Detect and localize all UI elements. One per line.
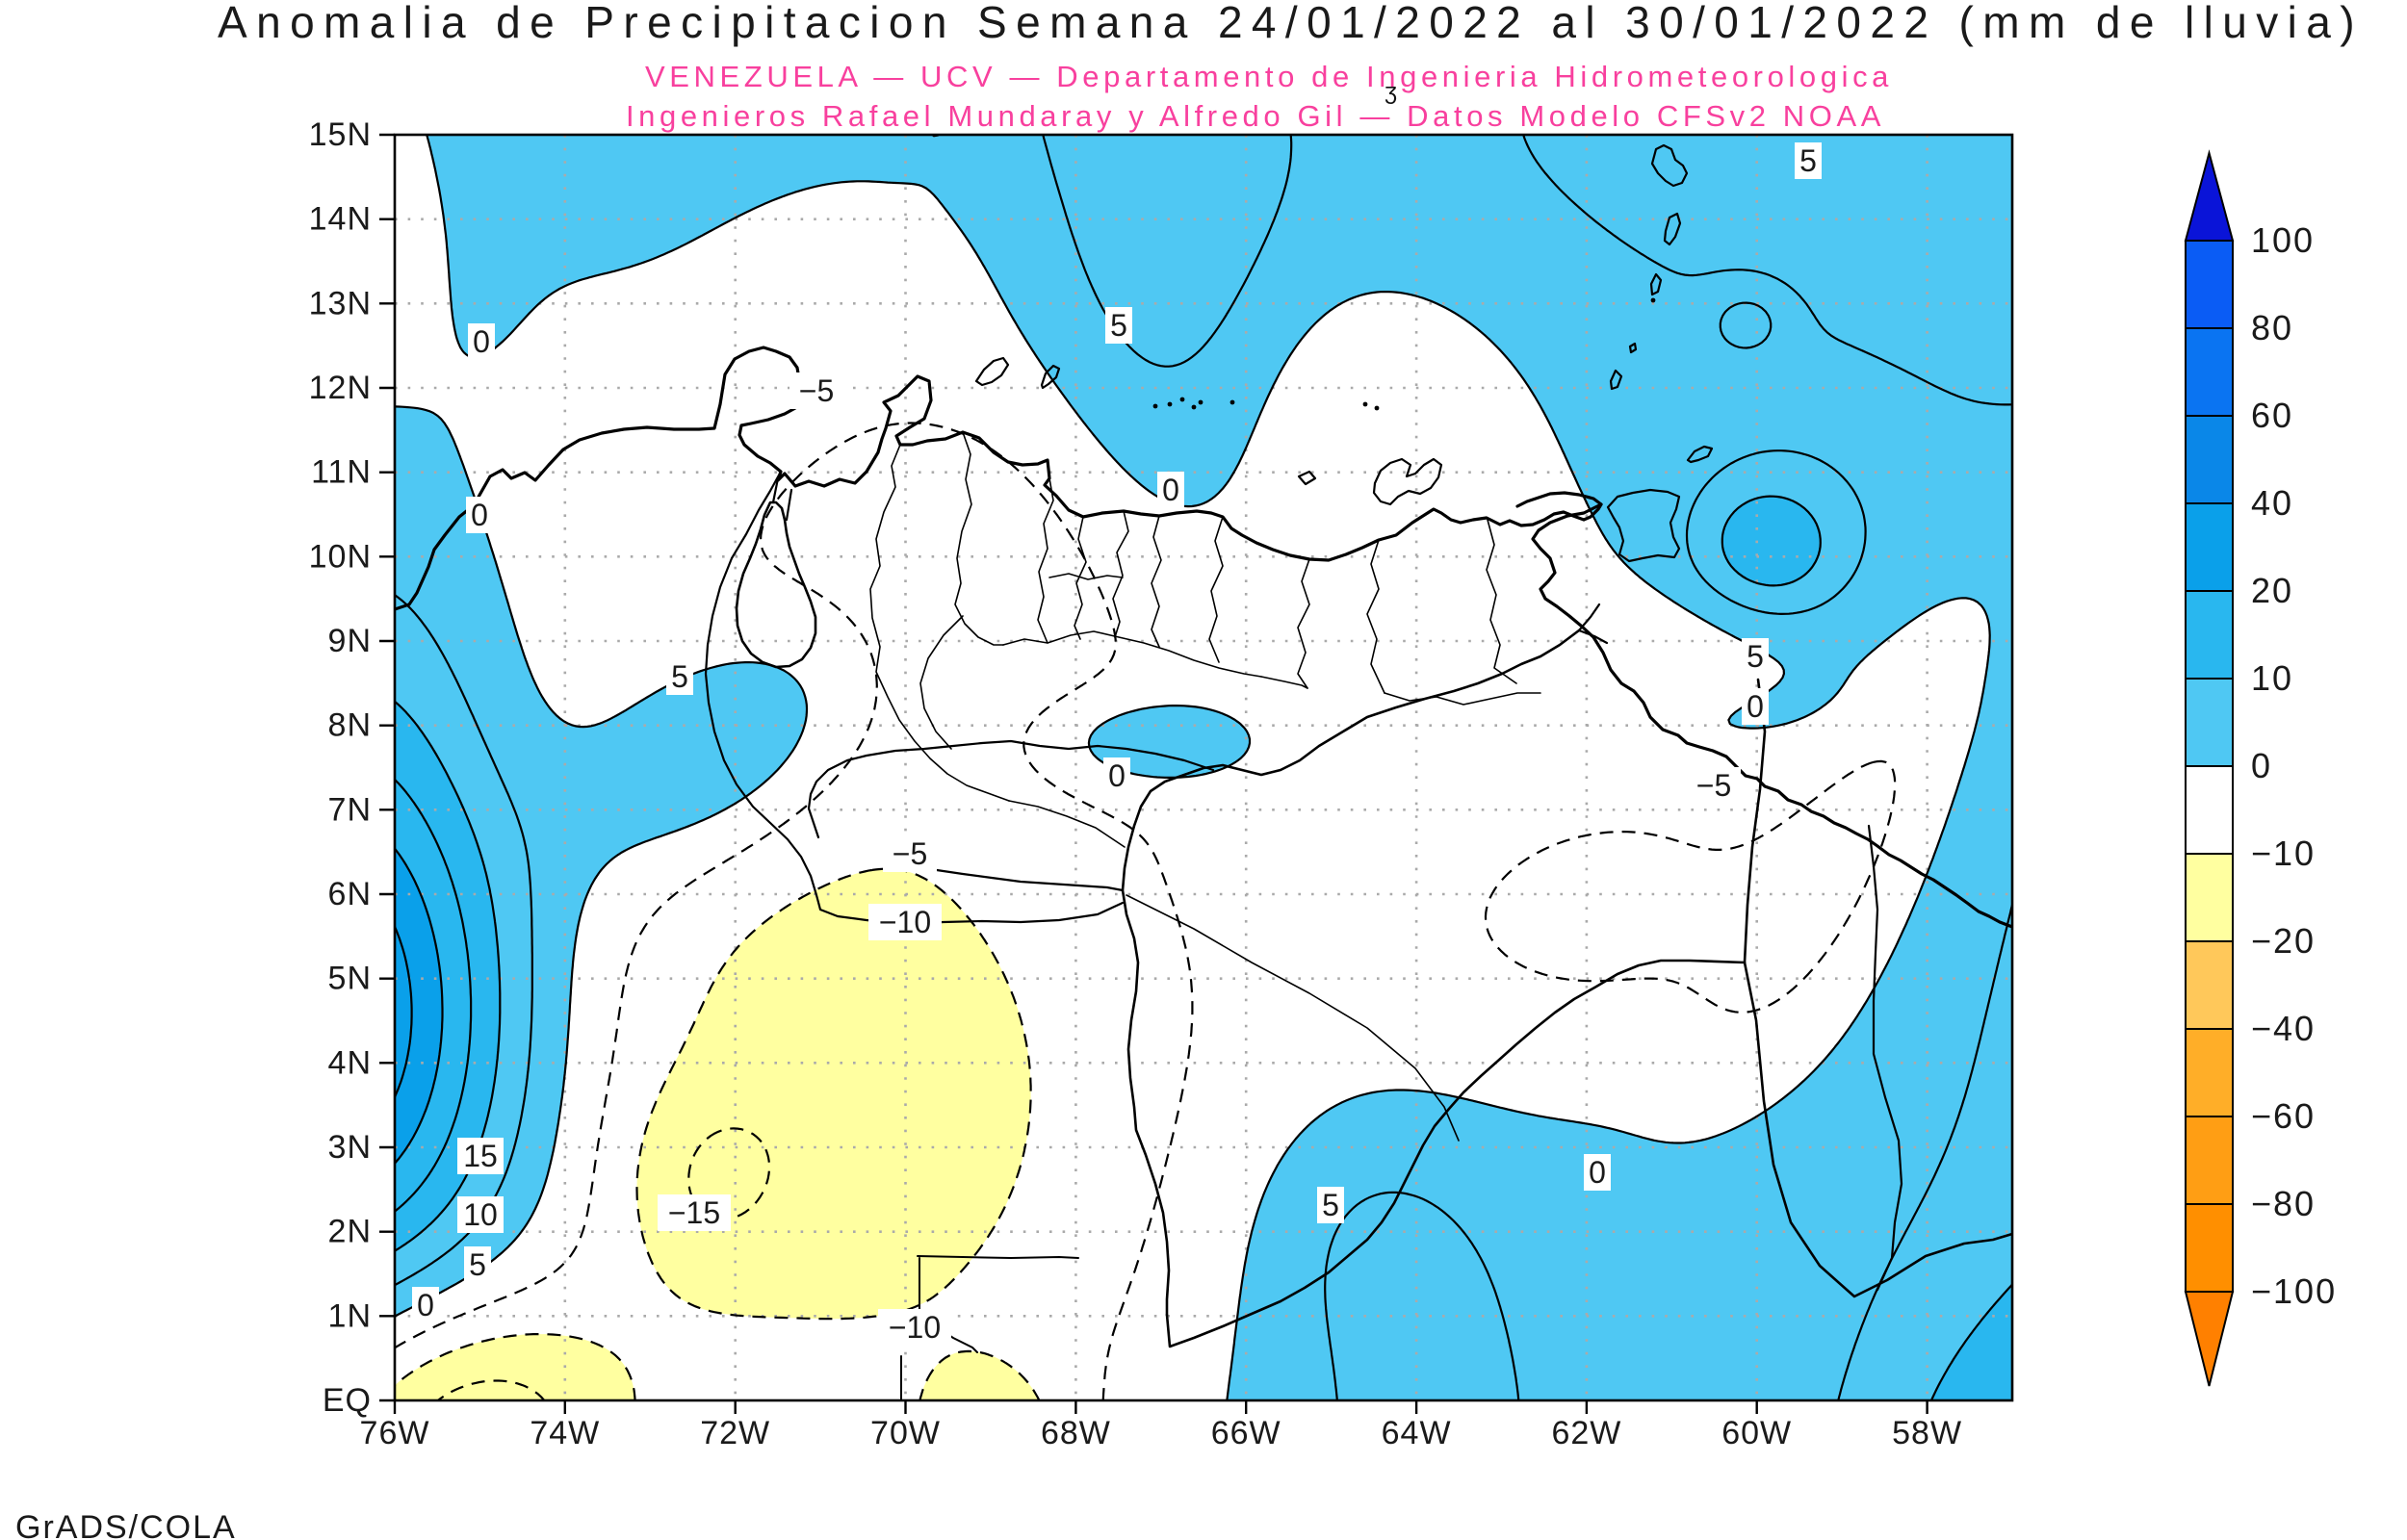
svg-text:0: 0 (2251, 746, 2272, 785)
svg-text:15N: 15N (309, 116, 372, 153)
svg-text:4N: 4N (328, 1044, 372, 1081)
svg-text:100: 100 (2251, 220, 2315, 260)
svg-text:0: 0 (1162, 473, 1179, 507)
svg-text:−5: −5 (799, 373, 834, 408)
svg-text:20: 20 (2251, 571, 2293, 610)
svg-text:10: 10 (2251, 658, 2293, 698)
svg-text:76W: 76W (360, 1415, 430, 1451)
svg-text:−60: −60 (2251, 1096, 2316, 1136)
svg-text:0: 0 (1589, 1155, 1606, 1190)
svg-text:−5: −5 (1696, 768, 1731, 803)
svg-text:0: 0 (417, 1288, 434, 1322)
svg-text:0: 0 (471, 498, 488, 532)
svg-text:58W: 58W (1892, 1415, 1962, 1451)
svg-text:0: 0 (1108, 758, 1126, 793)
svg-text:9N: 9N (328, 623, 372, 659)
svg-text:2N: 2N (328, 1214, 372, 1250)
svg-text:1N: 1N (328, 1297, 372, 1334)
svg-text:5: 5 (469, 1247, 486, 1282)
svg-text:40: 40 (2251, 483, 2293, 523)
svg-text:11N: 11N (311, 454, 372, 491)
svg-text:70W: 70W (870, 1415, 941, 1451)
svg-text:80: 80 (2251, 308, 2293, 347)
svg-text:15: 15 (463, 1139, 498, 1173)
svg-text:62W: 62W (1551, 1415, 1621, 1451)
svg-text:−10: −10 (2251, 834, 2316, 873)
svg-text:60W: 60W (1721, 1415, 1792, 1451)
svg-text:13N: 13N (309, 285, 372, 321)
svg-text:60: 60 (2251, 396, 2293, 435)
svg-text:5: 5 (1799, 143, 1817, 178)
svg-text:12N: 12N (309, 370, 372, 406)
svg-text:7N: 7N (328, 791, 372, 828)
svg-text:−10: −10 (889, 1310, 941, 1345)
svg-text:EQ: EQ (323, 1382, 372, 1419)
svg-text:66W: 66W (1211, 1415, 1281, 1451)
svg-text:74W: 74W (530, 1415, 600, 1451)
svg-text:5: 5 (1110, 308, 1127, 343)
svg-text:−10: −10 (879, 905, 931, 939)
svg-text:5: 5 (1322, 1188, 1339, 1222)
svg-text:−100: −100 (2251, 1271, 2337, 1311)
svg-text:10: 10 (463, 1197, 498, 1232)
svg-text:5N: 5N (328, 961, 372, 997)
svg-text:72W: 72W (700, 1415, 770, 1451)
svg-text:5: 5 (671, 659, 688, 694)
svg-text:8N: 8N (328, 707, 372, 744)
svg-text:−40: −40 (2251, 1009, 2316, 1048)
svg-text:−20: −20 (2251, 921, 2316, 961)
svg-text:68W: 68W (1041, 1415, 1111, 1451)
svg-text:64W: 64W (1382, 1415, 1452, 1451)
svg-text:0: 0 (473, 324, 490, 359)
svg-text:−80: −80 (2251, 1184, 2316, 1223)
svg-text:6N: 6N (328, 876, 372, 912)
svg-text:−5: −5 (893, 836, 927, 871)
svg-text:−15: −15 (668, 1195, 720, 1230)
svg-text:10N: 10N (309, 538, 372, 575)
svg-text:14N: 14N (309, 201, 372, 238)
svg-text:0: 0 (1747, 689, 1764, 724)
svg-text:5: 5 (1747, 639, 1764, 674)
svg-text:3N: 3N (328, 1129, 372, 1166)
